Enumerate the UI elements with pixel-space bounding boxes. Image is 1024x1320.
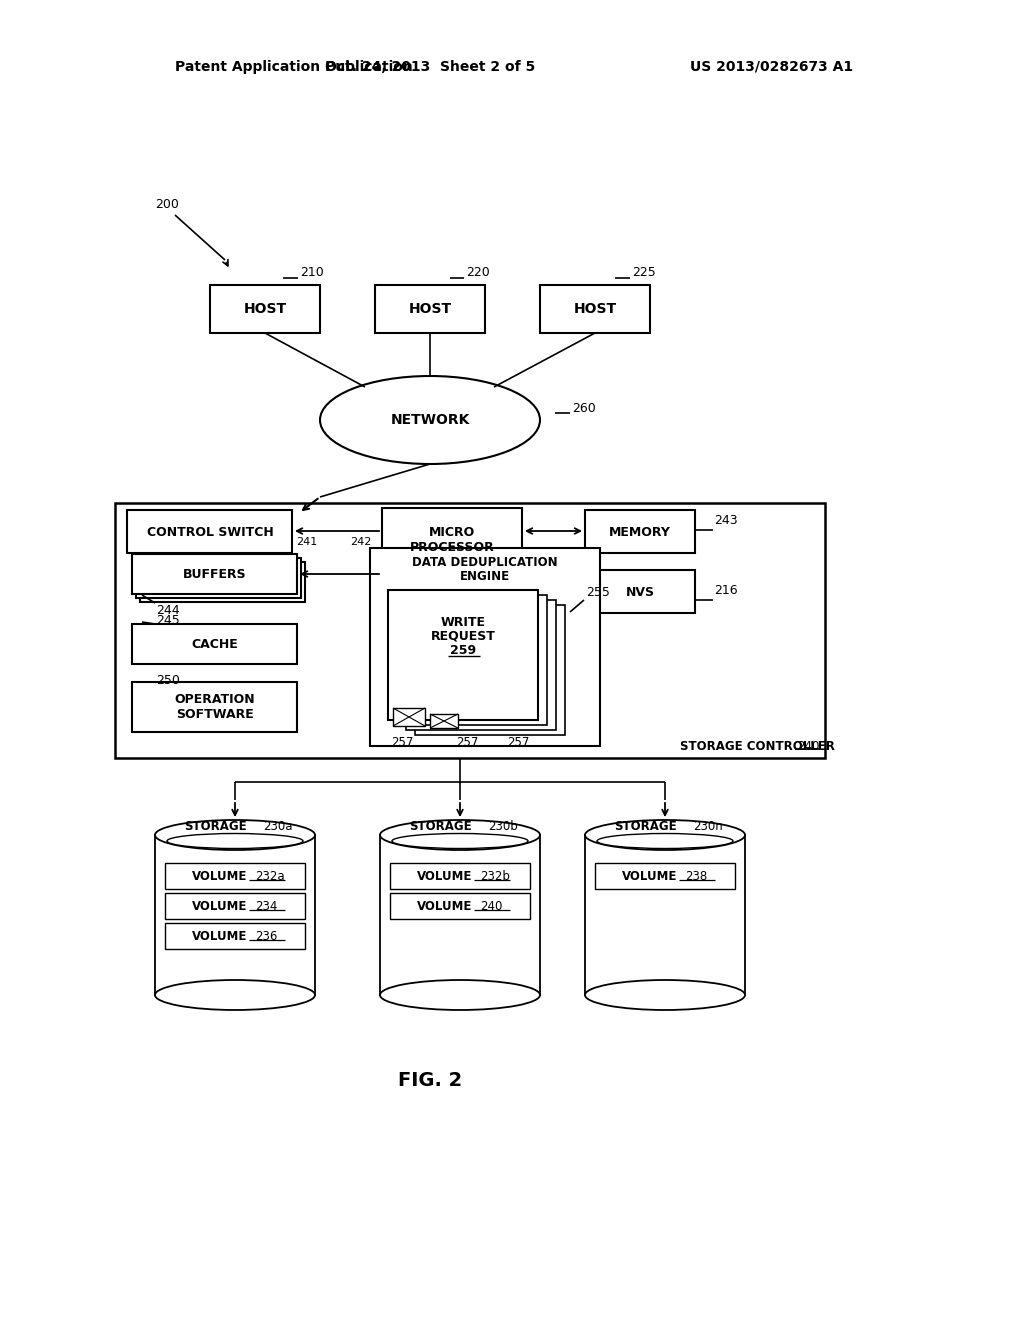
Text: HOST: HOST: [573, 302, 616, 315]
Text: 243: 243: [714, 513, 737, 527]
Text: 257: 257: [507, 735, 529, 748]
Ellipse shape: [319, 376, 540, 465]
Text: 260: 260: [572, 401, 596, 414]
Text: MEMORY: MEMORY: [609, 525, 671, 539]
Bar: [393, 708, 425, 726]
Bar: [540, 285, 650, 333]
Bar: [140, 562, 305, 602]
Text: STORAGE: STORAGE: [183, 820, 247, 833]
Bar: [585, 836, 745, 995]
Ellipse shape: [167, 833, 303, 849]
Bar: [415, 605, 565, 735]
Bar: [210, 285, 319, 333]
Text: DATA DEDUPLICATION: DATA DEDUPLICATION: [413, 557, 558, 569]
Text: 220: 220: [466, 267, 489, 280]
Text: VOLUME: VOLUME: [623, 870, 678, 883]
Bar: [406, 601, 556, 730]
Text: HOST: HOST: [244, 302, 287, 315]
Text: 210: 210: [300, 267, 324, 280]
Text: HOST: HOST: [409, 302, 452, 315]
Text: STORAGE: STORAGE: [409, 820, 471, 833]
Text: Patent Application Publication: Patent Application Publication: [175, 59, 413, 74]
Bar: [595, 863, 735, 888]
Text: 244: 244: [156, 603, 179, 616]
Bar: [397, 595, 547, 725]
Text: CONTROL SWITCH: CONTROL SWITCH: [146, 525, 273, 539]
Bar: [390, 863, 530, 888]
Text: 241: 241: [296, 537, 317, 546]
Text: 250: 250: [156, 673, 180, 686]
Bar: [165, 863, 305, 888]
Bar: [155, 836, 315, 995]
Text: REQUEST: REQUEST: [430, 630, 496, 643]
Text: NVS: NVS: [626, 586, 654, 598]
Text: 232a: 232a: [255, 870, 285, 883]
Bar: [430, 714, 458, 729]
Bar: [136, 558, 301, 598]
Bar: [585, 570, 695, 612]
Bar: [115, 503, 825, 758]
Bar: [380, 836, 540, 995]
Ellipse shape: [585, 820, 745, 850]
Text: 230b: 230b: [488, 820, 518, 833]
Text: VOLUME: VOLUME: [193, 929, 248, 942]
Bar: [127, 510, 292, 553]
Text: 236: 236: [255, 929, 278, 942]
Bar: [132, 682, 297, 733]
Ellipse shape: [155, 820, 315, 850]
Bar: [375, 285, 485, 333]
Text: 257: 257: [456, 735, 478, 748]
Bar: [165, 894, 305, 919]
Text: 242: 242: [350, 537, 372, 546]
Text: NETWORK: NETWORK: [390, 413, 470, 426]
Bar: [388, 590, 538, 719]
Ellipse shape: [392, 833, 528, 849]
Text: 234: 234: [255, 899, 278, 912]
Bar: [370, 548, 600, 746]
Ellipse shape: [155, 979, 315, 1010]
Text: VOLUME: VOLUME: [418, 870, 473, 883]
Ellipse shape: [585, 979, 745, 1010]
Text: 240: 240: [797, 739, 819, 752]
Text: VOLUME: VOLUME: [418, 899, 473, 912]
Text: VOLUME: VOLUME: [193, 899, 248, 912]
Text: 200: 200: [155, 198, 179, 211]
Text: ENGINE: ENGINE: [460, 569, 510, 582]
Ellipse shape: [380, 979, 540, 1010]
Text: CACHE: CACHE: [191, 638, 239, 651]
Text: 230n: 230n: [693, 820, 723, 833]
Text: 245: 245: [156, 614, 180, 627]
Text: 232b: 232b: [480, 870, 510, 883]
Text: 240: 240: [480, 899, 503, 912]
Text: 259: 259: [450, 644, 476, 656]
Text: 257: 257: [391, 735, 414, 748]
Bar: [132, 624, 297, 664]
Text: WRITE: WRITE: [440, 615, 485, 628]
Text: BUFFERS: BUFFERS: [183, 568, 247, 581]
Bar: [585, 510, 695, 553]
Text: VOLUME: VOLUME: [193, 870, 248, 883]
Text: 225: 225: [632, 267, 655, 280]
Text: US 2013/0282673 A1: US 2013/0282673 A1: [690, 59, 853, 74]
Text: MICRO
PROCESSOR: MICRO PROCESSOR: [410, 525, 495, 554]
Text: Oct. 24, 2013  Sheet 2 of 5: Oct. 24, 2013 Sheet 2 of 5: [325, 59, 536, 74]
Text: STORAGE: STORAGE: [613, 820, 676, 833]
Ellipse shape: [380, 820, 540, 850]
Bar: [382, 508, 522, 573]
Bar: [165, 923, 305, 949]
Text: 230a: 230a: [263, 820, 293, 833]
Bar: [390, 894, 530, 919]
Bar: [132, 554, 297, 594]
Text: 238: 238: [685, 870, 708, 883]
Text: OPERATION
SOFTWARE: OPERATION SOFTWARE: [175, 693, 255, 721]
Text: FIG. 2: FIG. 2: [398, 1071, 462, 1089]
Text: 255: 255: [586, 586, 610, 599]
Ellipse shape: [597, 833, 733, 849]
Text: 216: 216: [714, 583, 737, 597]
Text: STORAGE CONTROLLER: STORAGE CONTROLLER: [680, 739, 835, 752]
